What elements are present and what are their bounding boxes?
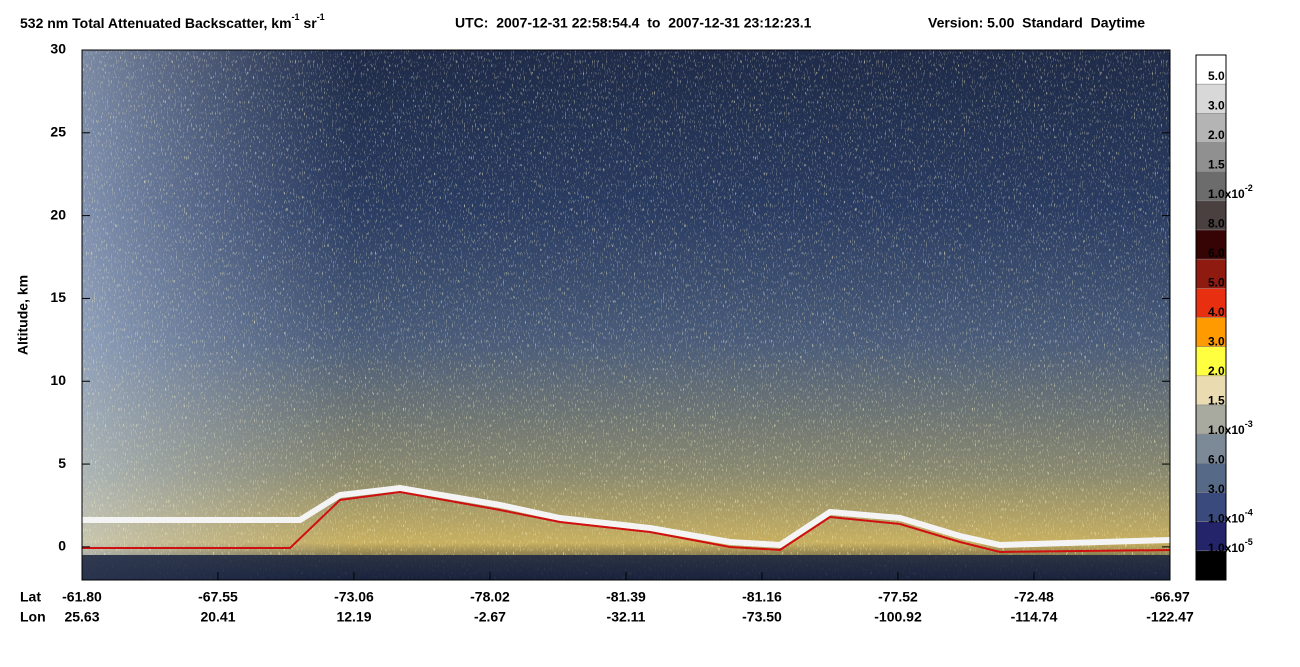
x-tick-label: -73.06 bbox=[334, 589, 374, 605]
x-tick-label: -2.67 bbox=[474, 609, 506, 625]
colorbar-label: 6.0 bbox=[1208, 246, 1225, 260]
colorbar-swatch bbox=[1195, 346, 1227, 377]
colorbar-swatch bbox=[1195, 317, 1227, 347]
colorbar-swatch bbox=[1195, 288, 1227, 318]
colorbar-label-base: 1.0x10 bbox=[1208, 541, 1245, 555]
colorbar-label-exp: -5 bbox=[1245, 537, 1253, 547]
y-tick-label: 15 bbox=[50, 289, 66, 305]
colorbar-label: 3.0 bbox=[1208, 482, 1225, 496]
colorbar-label: 1.0x10-2 bbox=[1208, 183, 1253, 201]
colorbar-label: 5.0 bbox=[1208, 276, 1225, 290]
colorbar-swatch bbox=[1195, 200, 1227, 231]
curtain bbox=[82, 50, 1170, 580]
x-tick-label: -73.50 bbox=[742, 609, 782, 625]
y-tick-label: 10 bbox=[50, 372, 66, 388]
colorbar-swatch bbox=[1195, 171, 1227, 202]
y-tick-label: 0 bbox=[58, 538, 66, 554]
x-tick-label: -66.97 bbox=[1150, 589, 1190, 605]
x-tick-label: -78.02 bbox=[470, 589, 510, 605]
colorbar-swatch bbox=[1195, 550, 1227, 581]
x-row-label: Lon bbox=[20, 609, 46, 625]
x-tick-label: -81.16 bbox=[742, 589, 782, 605]
colorbar-frame bbox=[1195, 54, 1227, 581]
colorbar-label: 1.5 bbox=[1208, 158, 1225, 172]
x-tick-label: -114.74 bbox=[1011, 609, 1058, 625]
colorbar-label-exp: -3 bbox=[1245, 419, 1253, 429]
colorbar-label: 2.0 bbox=[1208, 128, 1225, 142]
x-tick-label: -72.48 bbox=[1014, 589, 1054, 605]
x-tick-label: -61.80 bbox=[62, 589, 102, 605]
colorbar-label-base: 1.0x10 bbox=[1208, 187, 1245, 201]
x-tick-label: -81.39 bbox=[606, 589, 646, 605]
y-tick-label: 5 bbox=[58, 455, 66, 471]
x-tick-label: 12.19 bbox=[336, 609, 371, 625]
colorbar-swatch bbox=[1195, 404, 1227, 435]
colorbar-label: 1.0x10-4 bbox=[1208, 508, 1253, 526]
colorbar-label-exp: -4 bbox=[1245, 508, 1253, 518]
x-tick-label: 20.41 bbox=[200, 609, 235, 625]
x-tick-label: -100.92 bbox=[874, 609, 922, 625]
colorbar-label: 1.0x10-3 bbox=[1208, 419, 1253, 437]
colorbar-label: 1.0x10-5 bbox=[1208, 537, 1253, 555]
x-row-label: Lat bbox=[20, 589, 41, 605]
colorbar-label-base: 1.0x10 bbox=[1208, 512, 1245, 526]
y-tick-label: 30 bbox=[50, 41, 66, 57]
chart-title: 532 nm Total Attenuated Backscatter, km-… bbox=[20, 12, 325, 30]
colorbar-label: 3.0 bbox=[1208, 335, 1225, 349]
utc-range: UTC: 2007-12-31 22:58:54.4 to 2007-12-31… bbox=[455, 15, 812, 31]
colorbar-label: 2.0 bbox=[1208, 364, 1225, 378]
colorbar-label: 4.0 bbox=[1208, 305, 1225, 319]
x-tick-label: -77.52 bbox=[878, 589, 918, 605]
y-axis-label: Altitude, km bbox=[15, 275, 31, 355]
colorbar-swatch bbox=[1195, 463, 1227, 493]
colorbar-swatch bbox=[1195, 113, 1227, 143]
colorbar-label-exp: -2 bbox=[1245, 183, 1253, 193]
version: Version: 5.00 Standard Daytime bbox=[928, 15, 1145, 31]
colorbar-swatch bbox=[1195, 492, 1227, 522]
y-tick-label: 20 bbox=[50, 206, 66, 222]
colorbar-label: 5.0 bbox=[1208, 69, 1225, 83]
x-tick-label: -67.55 bbox=[198, 589, 238, 605]
colorbar-swatch bbox=[1195, 521, 1227, 552]
colorbar-label: 3.0 bbox=[1208, 99, 1225, 113]
colorbar-swatch bbox=[1195, 229, 1227, 260]
colorbar-swatch bbox=[1195, 433, 1227, 464]
y-tick-label: 25 bbox=[50, 124, 66, 140]
colorbar-label: 8.0 bbox=[1208, 217, 1225, 231]
x-tick-label: -32.11 bbox=[607, 609, 646, 625]
x-tick-label: -122.47 bbox=[1146, 609, 1194, 625]
colorbar-label-base: 1.0x10 bbox=[1208, 423, 1245, 437]
x-tick-label: 25.63 bbox=[64, 609, 99, 625]
colorbar-label: 6.0 bbox=[1208, 453, 1225, 467]
colorbar-label: 1.5 bbox=[1208, 394, 1225, 408]
colorbar-swatch bbox=[1195, 258, 1227, 289]
